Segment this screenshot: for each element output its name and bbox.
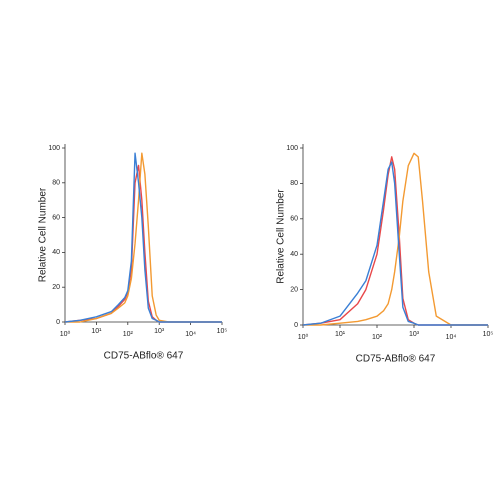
- x-tick-label: 10¹: [91, 328, 102, 335]
- x-tick-label: 10⁴: [185, 331, 196, 338]
- x-tick-label: 10⁵: [217, 328, 228, 335]
- x-tick-label: 10²: [372, 334, 383, 341]
- y-tick-label: 20: [290, 286, 298, 293]
- y-axis-label: Relative Cell Number: [38, 187, 49, 282]
- y-tick-label: 100: [48, 145, 60, 152]
- y-tick-label: 100: [286, 145, 298, 152]
- y-tick-label: 80: [52, 180, 60, 187]
- histogram-line: [302, 161, 488, 326]
- x-tick-label: 10¹: [335, 331, 346, 338]
- x-tick-label: 10³: [409, 331, 420, 338]
- x-tick-label: 10⁰: [298, 333, 309, 341]
- x-tick-label: 10⁵: [483, 331, 494, 338]
- x-axis-label: CD75-ABflo® 647: [104, 351, 184, 362]
- y-tick-label: 20: [52, 284, 60, 291]
- x-tick-label: 10³: [154, 328, 165, 335]
- y-tick-label: 0: [294, 322, 298, 329]
- y-tick-label: 40: [52, 249, 60, 256]
- histogram-line: [65, 152, 222, 323]
- y-tick-label: 0: [56, 319, 60, 326]
- x-axis-label: CD75-ABflo® 647: [356, 354, 436, 365]
- x-tick-label: 10⁰: [60, 330, 71, 338]
- y-tick-label: 40: [290, 251, 298, 258]
- y-tick-label: 60: [290, 216, 298, 223]
- y-axis-label: Relative Cell Number: [276, 189, 287, 284]
- x-tick-label: 10⁴: [446, 334, 457, 341]
- histogram-line: [64, 152, 222, 323]
- histogram-line: [303, 152, 488, 326]
- y-tick-label: 60: [52, 214, 60, 221]
- y-tick-label: 80: [290, 180, 298, 187]
- x-tick-label: 10²: [123, 331, 134, 338]
- histogram-line: [302, 156, 488, 326]
